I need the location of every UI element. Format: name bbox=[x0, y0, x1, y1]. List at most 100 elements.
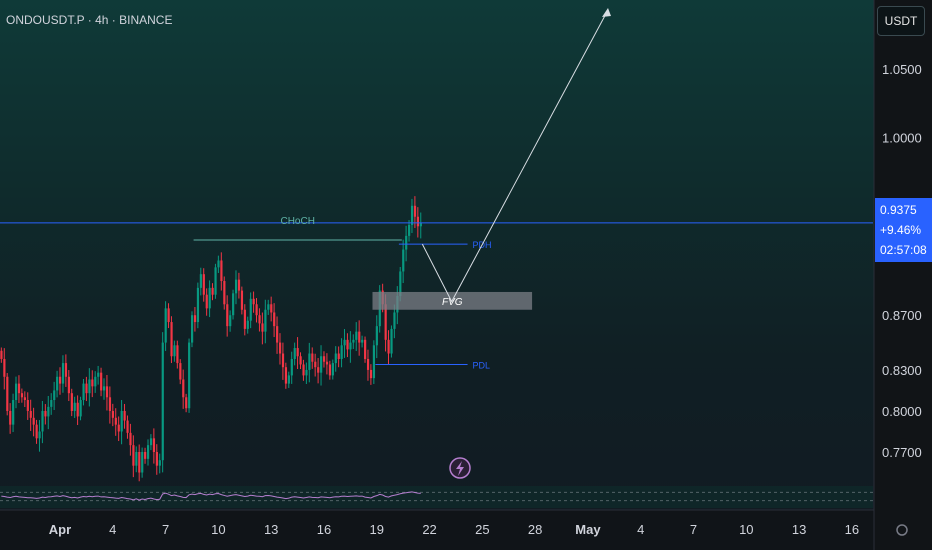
symbol-title: ONDOUSDT.P · 4h · BINANCE bbox=[6, 13, 173, 27]
candle-body bbox=[12, 400, 15, 425]
candle-body bbox=[232, 293, 235, 316]
candle-body bbox=[322, 356, 326, 362]
candle-body bbox=[50, 400, 53, 407]
candle-body bbox=[32, 417, 35, 425]
candle-body bbox=[349, 342, 352, 350]
candle-body bbox=[340, 345, 343, 359]
candle-body bbox=[402, 249, 405, 272]
candle-body bbox=[182, 379, 185, 398]
y-tick-label: 0.8700 bbox=[882, 308, 922, 323]
candle-body bbox=[53, 390, 56, 401]
candle-body bbox=[123, 410, 126, 421]
lightning-icon-glyph bbox=[456, 461, 464, 476]
candle-body bbox=[193, 315, 197, 323]
y-tick-label: 1.0500 bbox=[882, 62, 922, 77]
x-tick-label: 7 bbox=[690, 522, 697, 537]
projection-arrowhead bbox=[602, 8, 611, 17]
price-change-label: +9.46% bbox=[880, 223, 922, 237]
candle-body bbox=[0, 350, 3, 359]
x-tick-label: 4 bbox=[109, 522, 116, 537]
candle-body bbox=[240, 290, 244, 310]
candle-body bbox=[38, 431, 41, 439]
projection-path bbox=[421, 9, 609, 303]
candle-body bbox=[273, 312, 276, 327]
fvg-label: FVG bbox=[442, 297, 463, 308]
candle-body bbox=[94, 376, 97, 387]
candle-body bbox=[155, 452, 158, 466]
candle-body bbox=[234, 279, 238, 294]
candle-body bbox=[100, 372, 103, 391]
candle-body bbox=[132, 445, 135, 466]
candle-body bbox=[3, 358, 6, 377]
candle-body bbox=[6, 376, 9, 411]
candle-body bbox=[152, 438, 156, 452]
candle-body bbox=[126, 420, 129, 433]
candle-body bbox=[264, 309, 267, 332]
candle-body bbox=[167, 308, 170, 323]
x-axis-background bbox=[0, 510, 932, 550]
candle-body bbox=[82, 383, 85, 401]
candle-body bbox=[161, 342, 164, 461]
candle-body bbox=[334, 353, 337, 364]
candle-body bbox=[419, 222, 422, 227]
candle-body bbox=[255, 304, 258, 316]
y-tick-label: 0.8000 bbox=[882, 404, 922, 419]
current-price-label: 0.9375 bbox=[880, 203, 917, 217]
candle-body bbox=[185, 397, 188, 409]
y-axis-background bbox=[874, 0, 932, 550]
candle-body bbox=[361, 339, 364, 343]
candle-body bbox=[196, 287, 200, 323]
x-tick-label: 16 bbox=[317, 522, 331, 537]
candle-body bbox=[220, 260, 223, 282]
y-tick-label: 1.0000 bbox=[882, 130, 922, 145]
candle-body bbox=[217, 260, 220, 268]
x-tick-label: 28 bbox=[528, 522, 542, 537]
candle-body bbox=[199, 274, 202, 288]
candle-body bbox=[73, 402, 76, 411]
candle-body bbox=[41, 410, 44, 432]
candle-body bbox=[120, 410, 123, 432]
candle-body bbox=[267, 304, 270, 310]
candle-body bbox=[114, 417, 117, 425]
x-tick-label: 10 bbox=[739, 522, 753, 537]
candle-body bbox=[416, 216, 420, 227]
candle-body bbox=[261, 323, 264, 332]
rsi-background bbox=[0, 486, 873, 508]
candle-body bbox=[320, 356, 323, 373]
candle-body bbox=[249, 298, 252, 321]
candle-body bbox=[287, 375, 290, 384]
x-tick-label: 13 bbox=[792, 522, 806, 537]
pdl-label: PDL bbox=[473, 360, 491, 370]
candle-body bbox=[67, 376, 70, 394]
candle-body bbox=[117, 424, 120, 432]
candle-body bbox=[343, 339, 346, 346]
candle-body bbox=[179, 363, 182, 380]
candle-body bbox=[328, 364, 332, 376]
candle-body bbox=[252, 298, 255, 305]
candle-body bbox=[317, 367, 320, 373]
candle-body bbox=[44, 410, 47, 417]
x-tick-label: 22 bbox=[422, 522, 436, 537]
candle-body bbox=[91, 379, 94, 387]
currency-button[interactable]: USDT bbox=[877, 6, 925, 36]
candle-body bbox=[108, 397, 112, 411]
candle-body bbox=[97, 372, 100, 377]
candle-body bbox=[79, 400, 82, 417]
candle-body bbox=[138, 452, 141, 473]
candle-body bbox=[325, 361, 329, 365]
rsi-line bbox=[1, 491, 421, 501]
candle-body bbox=[85, 383, 88, 394]
candle-body bbox=[308, 353, 311, 370]
candle-body bbox=[299, 356, 302, 365]
candle-body bbox=[202, 274, 205, 295]
candle-body bbox=[284, 367, 288, 384]
gear-icon[interactable] bbox=[896, 524, 908, 536]
candle-body bbox=[208, 287, 211, 309]
candle-body bbox=[258, 315, 261, 324]
candle-body bbox=[405, 235, 408, 250]
candles-group bbox=[0, 196, 422, 482]
candle-body bbox=[9, 410, 12, 425]
x-tick-label: 10 bbox=[211, 522, 225, 537]
